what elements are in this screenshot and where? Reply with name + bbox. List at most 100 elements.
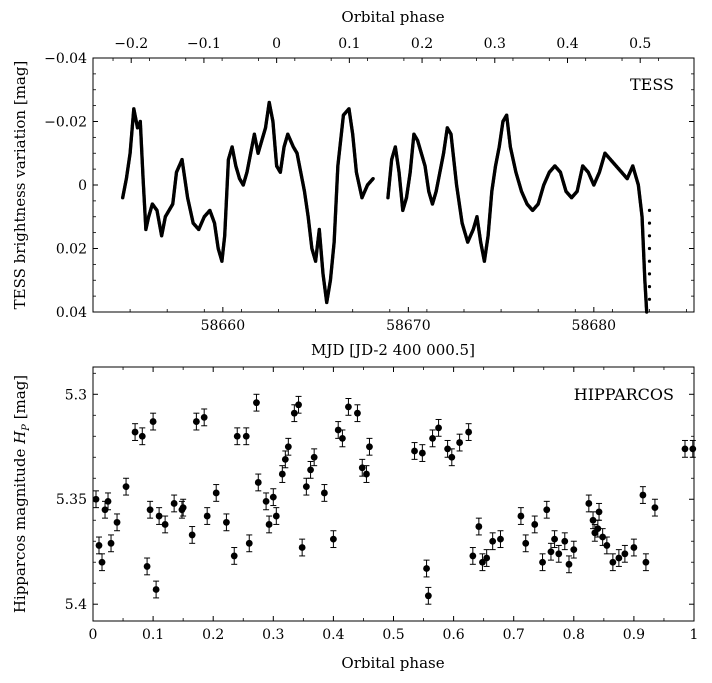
hipparcos-y-label-sub: P: [21, 424, 32, 432]
hipparcos-y-label-unit: [mag]: [11, 375, 29, 424]
tess-y-tick-label: 0.04: [56, 305, 87, 321]
hipparcos-data-point: [489, 537, 497, 545]
hipparcos-x-tick-label: 0.5: [382, 627, 404, 643]
hipparcos-data-point: [131, 428, 139, 436]
hipparcos-data-point: [262, 497, 270, 505]
hipparcos-data-point: [497, 535, 504, 543]
tess-data-point: [371, 176, 375, 181]
hipparcos-y-axis-label: Hipparcos magnitude HP [mag]: [11, 375, 32, 613]
tess-top-tick-label: −0.1: [187, 36, 221, 52]
hipparcos-data-point: [284, 443, 292, 451]
tess-top-tick-label: −0.2: [114, 36, 148, 52]
hipparcos-data-point: [444, 445, 451, 453]
hipparcos-x-tick-label: 0.7: [503, 627, 525, 643]
hipparcos-data-point: [302, 483, 310, 491]
tess-x-tick-label: 58680: [572, 318, 617, 334]
hipparcos-data-points: [92, 393, 697, 605]
hipparcos-data-point: [621, 550, 629, 558]
hipparcos-y-tick-label: 5.35: [56, 492, 87, 508]
hipparcos-data-point: [98, 558, 106, 566]
hipparcos-data-point: [200, 413, 208, 421]
hipparcos-x-tick-label: 0.3: [262, 627, 284, 643]
hipparcos-x-tick-label: 1: [690, 627, 699, 643]
hipparcos-plot-frame: [92, 366, 695, 622]
hipparcos-data-point: [565, 560, 573, 568]
tess-x-tick-label: 58670: [386, 318, 431, 334]
hipparcos-data-point: [448, 453, 456, 461]
hipparcos-data-point: [242, 432, 250, 440]
hipparcos-data-point: [681, 445, 689, 453]
hipparcos-data-point: [429, 434, 436, 442]
hipparcos-x-tick-label: 0.4: [322, 627, 344, 643]
hipparcos-data-point: [212, 489, 220, 497]
hipparcos-data-point: [517, 512, 525, 520]
hipparcos-data-point: [179, 504, 187, 512]
hipparcos-data-point: [609, 558, 617, 566]
hipparcos-data-point: [295, 401, 302, 409]
hipparcos-x-tick-label: 0.9: [623, 627, 645, 643]
hipparcos-data-point: [555, 550, 563, 558]
tess-top-tick-label: 0.4: [556, 36, 578, 52]
hipparcos-data-point: [630, 544, 638, 551]
hipparcos-data-point: [639, 491, 647, 499]
tess-top-tick-label: 0.5: [629, 36, 651, 52]
hipparcos-data-point: [265, 521, 273, 528]
hipparcos-data-point: [479, 558, 486, 566]
hipparcos-data-point: [469, 552, 477, 560]
tess-data-point: [647, 246, 652, 251]
hipparcos-data-point: [363, 470, 370, 478]
hipparcos-panel-label: HIPPARCOS: [574, 385, 674, 404]
hipparcos-x-axis-label: Orbital phase: [341, 654, 444, 672]
hipparcos-data-point: [570, 546, 578, 554]
hipparcos-data-point: [203, 512, 211, 520]
hipparcos-x-tick-label: 0.8: [563, 627, 585, 643]
hipparcos-data-point: [95, 542, 103, 549]
hipparcos-data-point: [233, 432, 241, 440]
hipparcos-data-point: [230, 552, 238, 560]
hipparcos-data-point: [113, 518, 121, 526]
hipparcos-data-point: [146, 506, 154, 514]
hipparcos-data-point: [585, 500, 593, 507]
hipparcos-data-point: [143, 563, 151, 570]
hipparcos-data-point: [245, 539, 253, 547]
hipparcos-y-axis-ticks: 5.3 5.35 5.4: [56, 372, 694, 613]
hipparcos-data-point: [475, 523, 483, 530]
tess-data-points: [120, 100, 652, 314]
hipparcos-data-point: [411, 447, 418, 455]
tess-top-tick-label: 0.3: [484, 36, 506, 52]
hipparcos-data-point: [339, 434, 346, 442]
hipparcos-data-point: [589, 516, 597, 524]
hipparcos-x-tick-label: 0.2: [202, 627, 224, 643]
hipparcos-data-point: [101, 506, 109, 514]
hipparcos-y-tick-label: 5.4: [65, 597, 87, 613]
hipparcos-data-point: [642, 558, 650, 566]
hipparcos-data-point: [547, 548, 555, 556]
hipparcos-data-point: [595, 508, 603, 516]
hipparcos-data-point: [483, 554, 491, 562]
tess-x-axis-ticks: 58660 58670 58680: [92, 307, 687, 334]
hipparcos-data-point: [307, 466, 314, 474]
tess-y-tick-label: −0.02: [44, 115, 87, 131]
hipparcos-data-point: [418, 449, 426, 457]
hipparcos-data-point: [107, 539, 115, 547]
hipparcos-data-point: [253, 399, 260, 407]
tess-data-point: [647, 234, 652, 238]
tess-data-point: [647, 259, 652, 263]
tess-y-tick-label: −0.04: [44, 51, 87, 67]
tess-data-point: [647, 297, 652, 301]
tess-top-axis-label: Orbital phase: [341, 8, 444, 26]
hipparcos-y-label-main: Hipparcos magnitude: [11, 444, 29, 613]
hipparcos-x-axis-ticks: 0 0.1 0.2 0.3 0.4 0.5 0.6 0.7 0.8 0.9 1: [89, 367, 699, 643]
tess-x-axis-label: MJD [JD-2 400 000.5]: [311, 341, 475, 359]
hipparcos-data-point: [298, 544, 306, 551]
tess-y-axis-ticks: −0.04 −0.02 0 0.02 0.04: [44, 51, 694, 321]
hipparcos-data-point: [155, 512, 163, 520]
hipparcos-data-point: [122, 483, 130, 491]
hipparcos-y-label-var: H: [11, 430, 29, 445]
tess-plot-frame: [92, 57, 695, 313]
hipparcos-data-point: [170, 500, 178, 507]
hipparcos-data-point: [290, 409, 298, 417]
tess-top-axis-ticks: −0.2 −0.1 0 0.1 0.2 0.3 0.4 0.5: [112, 36, 659, 63]
